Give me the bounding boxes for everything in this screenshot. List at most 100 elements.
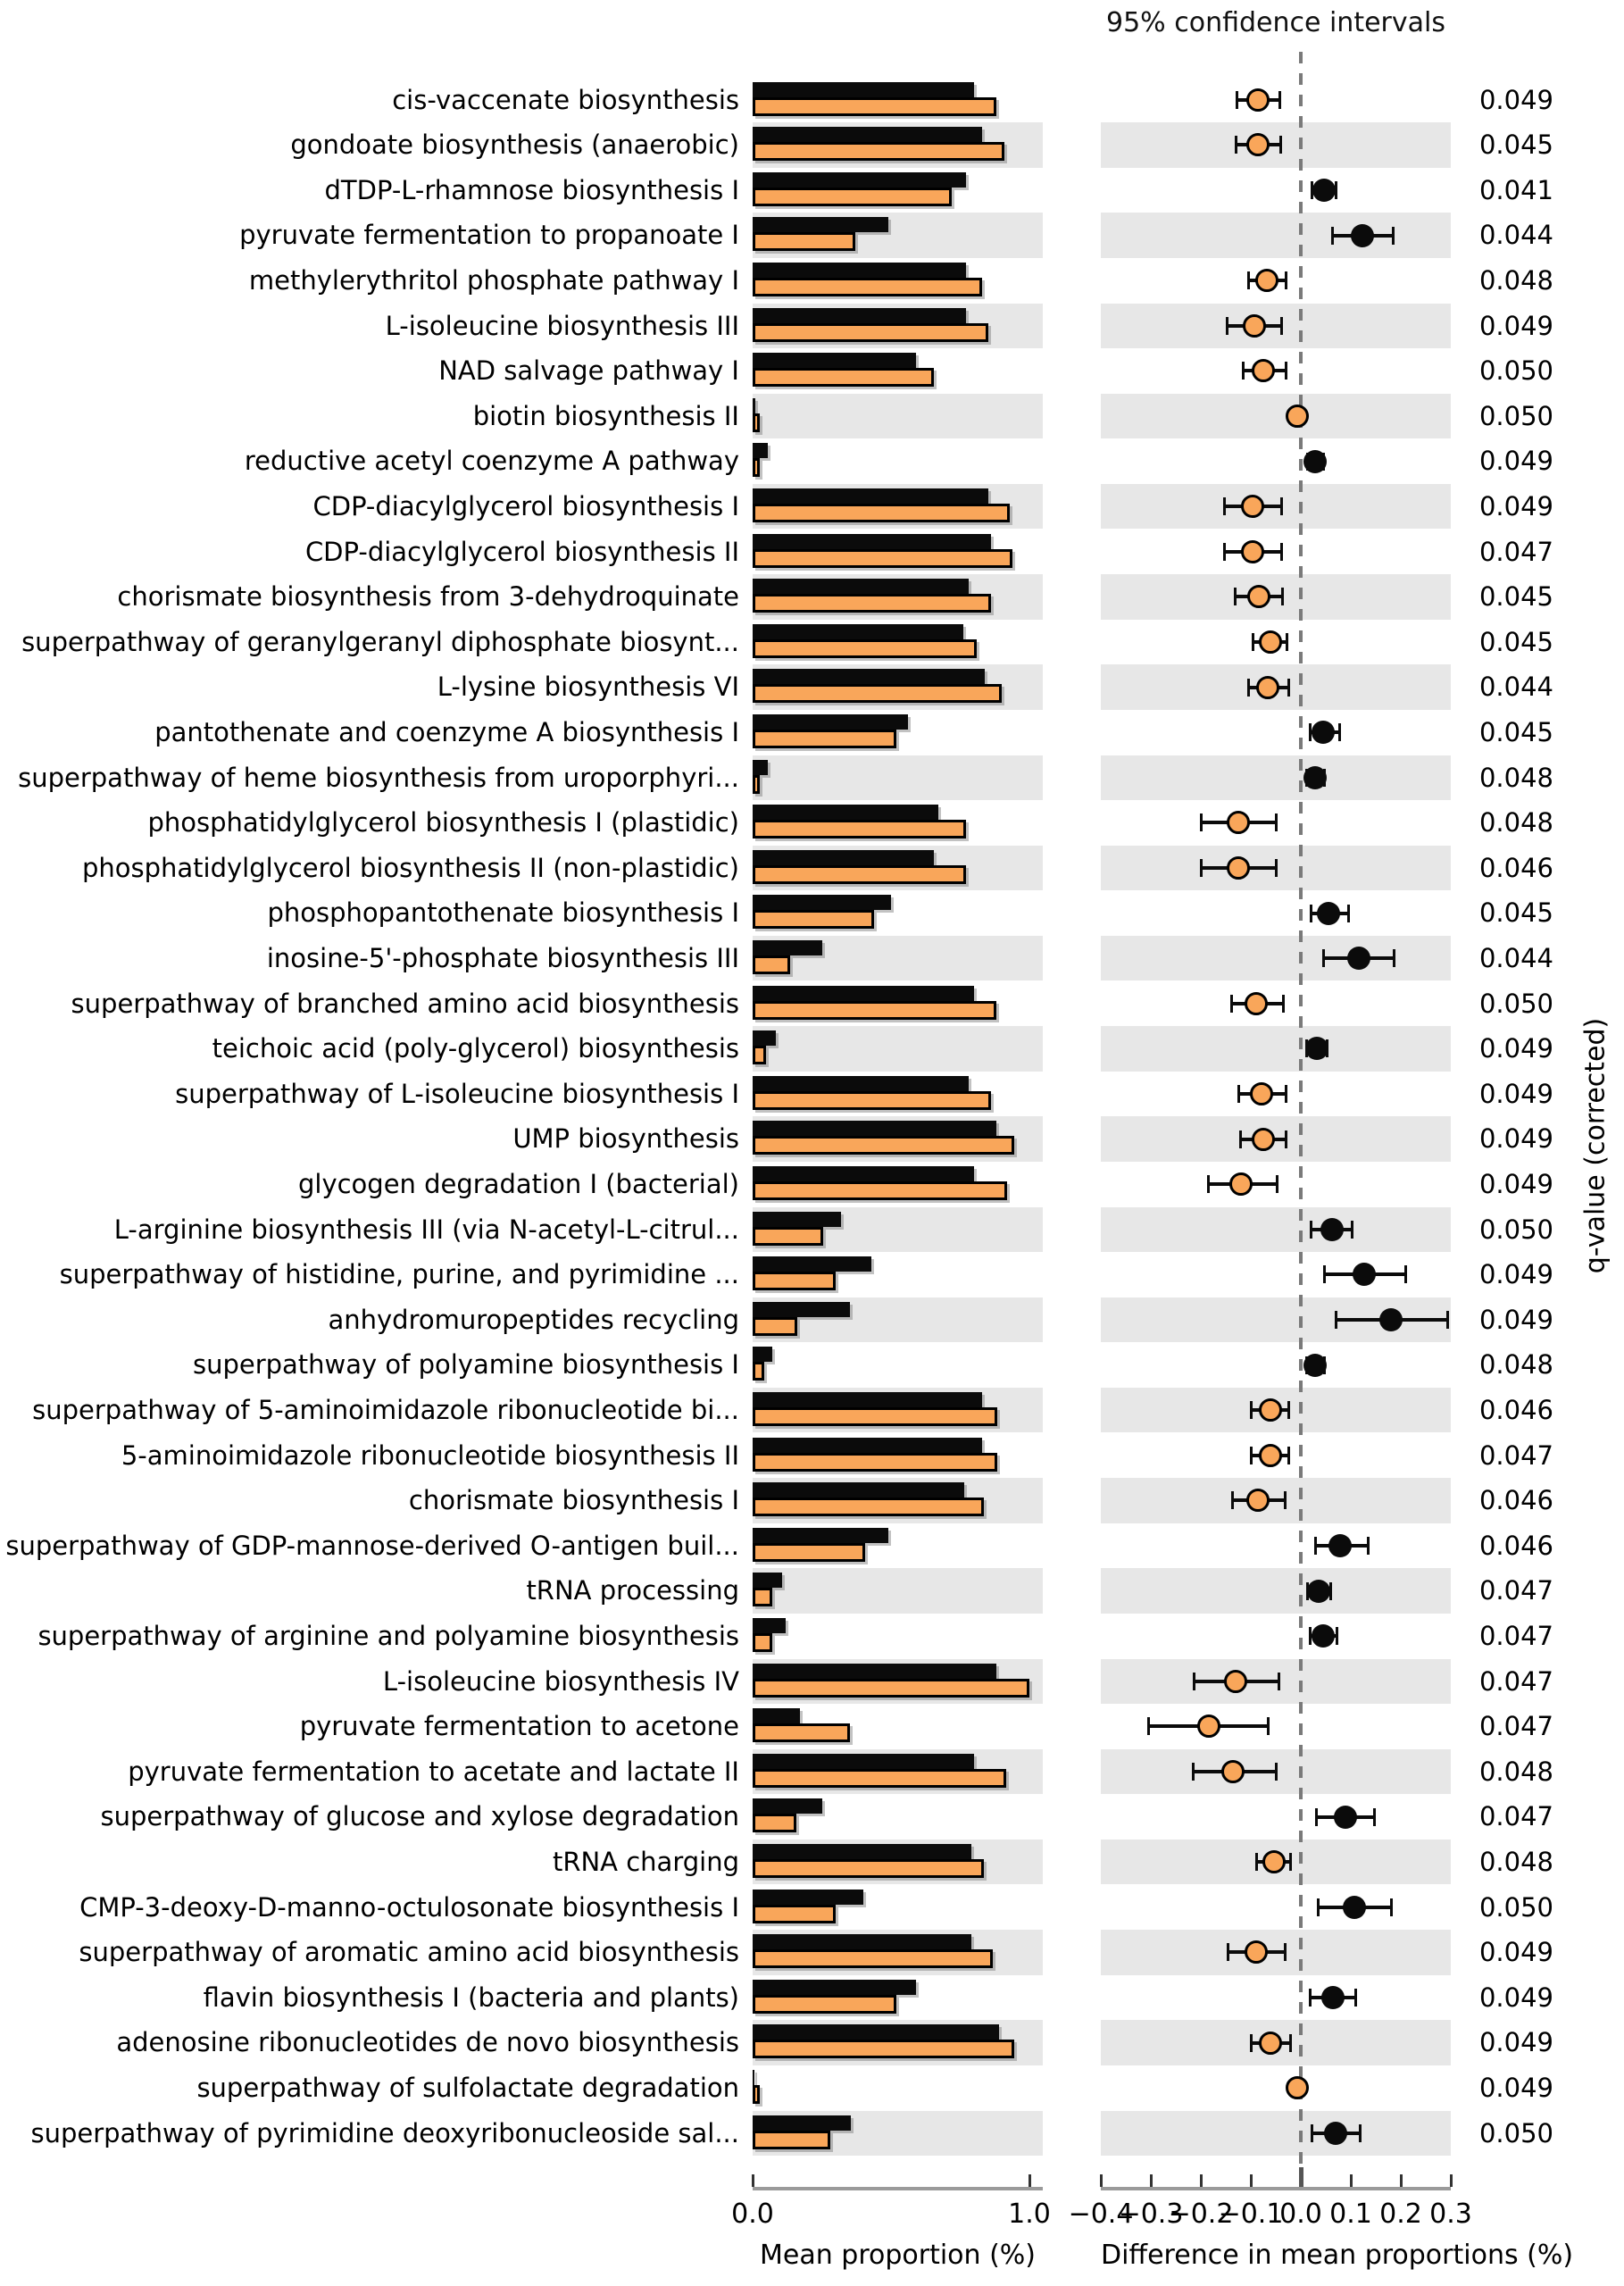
q-value: 0.045 xyxy=(1478,897,1553,929)
pathway-row: superpathway of GDP-mannose-derived O-an… xyxy=(0,1523,1624,1569)
pathway-row: UMP biosynthesis 0.049 xyxy=(0,1116,1624,1162)
ci-panel-row-background xyxy=(1101,1206,1451,1253)
difference-dot xyxy=(1303,765,1328,789)
pathway-row: teichoic acid (poly-glycerol) biosynthes… xyxy=(0,1026,1624,1072)
confidence-interval-cap-high xyxy=(1366,1536,1370,1555)
q-value: 0.046 xyxy=(1478,1394,1553,1425)
difference-dot xyxy=(1241,495,1265,519)
mean-proportion-bar-group2 xyxy=(753,1181,1008,1200)
difference-dot xyxy=(1252,359,1275,383)
confidence-interval-cap-high xyxy=(1274,813,1278,832)
pathway-label: pyruvate fermentation to acetone xyxy=(299,1711,739,1742)
pathway-label: superpathway of 5-aminoimidazole ribonuc… xyxy=(32,1394,739,1425)
confidence-interval-cap-low xyxy=(1246,271,1250,290)
mean-proportion-bar-group2 xyxy=(753,2130,830,2149)
bar-panel-row-background xyxy=(753,1614,1043,1659)
mean-proportion-bar-group1 xyxy=(753,669,986,685)
difference-tick-label: −0.1 xyxy=(1218,2198,1284,2230)
pathway-row: superpathway of heme biosynthesis from u… xyxy=(0,755,1624,801)
difference-dot xyxy=(1246,88,1270,112)
mean-proportion-bar-group2 xyxy=(753,1814,796,1833)
mean-proportion-tick-label: 0.0 xyxy=(731,2198,774,2230)
difference-dot xyxy=(1312,178,1336,202)
mean-proportion-bar-group2 xyxy=(753,1949,994,1969)
pathway-label: superpathway of geranylgeranyl diphospha… xyxy=(21,626,739,657)
difference-dot xyxy=(1227,811,1250,835)
mean-proportion-bar-group2 xyxy=(753,1768,1007,1788)
confidence-interval-cap-high xyxy=(1393,949,1396,968)
confidence-interval-cap-high xyxy=(1283,1943,1287,1962)
mean-proportion-bar-group2 xyxy=(753,1588,773,1607)
pathway-row: pantothenate and coenzyme A biosynthesis… xyxy=(0,710,1624,755)
mean-proportion-bar-group2 xyxy=(753,1136,1014,1156)
confidence-interval-cap-high xyxy=(1353,1988,1357,2007)
difference-dot xyxy=(1311,1624,1335,1648)
mean-proportion-bar-group2 xyxy=(753,1678,1029,1698)
difference-dot xyxy=(1317,901,1341,925)
difference-dot xyxy=(1320,1217,1344,1241)
mean-proportion-bar-group1 xyxy=(753,1165,974,1181)
pathway-row: superpathway of polyamine biosynthesis I… xyxy=(0,1342,1624,1388)
confidence-interval-cap-low xyxy=(1323,1265,1327,1284)
confidence-interval-cap-high xyxy=(1337,723,1341,742)
mean-proportion-bar-group1 xyxy=(753,1347,773,1363)
confidence-interval-cap-low xyxy=(1227,1943,1230,1962)
mean-proportion-bar-group2 xyxy=(753,1994,897,2014)
q-value: 0.048 xyxy=(1478,1349,1553,1381)
difference-dot xyxy=(1256,675,1280,699)
difference-dot xyxy=(1252,1127,1275,1151)
difference-tick-label: 0.1 xyxy=(1329,2198,1372,2230)
pathway-label: gondoate biosynthesis (anaerobic) xyxy=(290,129,739,161)
mean-proportion-bar-group1 xyxy=(753,217,888,233)
bar-panel-row-background xyxy=(753,438,1043,484)
confidence-interval-cap-high xyxy=(1284,362,1287,380)
pathway-label: UMP biosynthesis xyxy=(512,1123,739,1155)
difference-tick-label: −0.3 xyxy=(1118,2198,1184,2230)
pathway-row: pyruvate fermentation to acetate and lac… xyxy=(0,1748,1624,1795)
mean-proportion-bar-group1 xyxy=(753,443,769,459)
mean-proportion-bar-group1 xyxy=(753,759,769,775)
ci-panel-row-background xyxy=(1101,890,1451,936)
pathway-row: anhydromuropeptides recycling 0.049 xyxy=(0,1297,1624,1343)
mean-proportion-bar-group1 xyxy=(753,1121,996,1137)
pathway-label: phosphatidylglycerol biosynthesis I (pla… xyxy=(147,807,740,838)
q-value: 0.045 xyxy=(1478,716,1553,747)
pathway-label: L-isoleucine biosynthesis IV xyxy=(382,1665,739,1697)
confidence-interval-cap-low xyxy=(1233,588,1237,606)
difference-dot xyxy=(1246,133,1270,157)
confidence-interval-cap-low xyxy=(1192,1672,1195,1690)
mean-proportion-bar-group2 xyxy=(753,1723,850,1743)
confidence-interval-cap-low xyxy=(1191,1762,1195,1781)
bar-panel-row-background xyxy=(753,1026,1043,1072)
pathway-label: teichoic acid (poly-glycerol) biosynthes… xyxy=(212,1033,739,1064)
ci-panel-row-background xyxy=(1101,1885,1451,1931)
difference-dot xyxy=(1303,1353,1327,1377)
pathway-label: NAD salvage pathway I xyxy=(438,355,739,387)
pathway-label: flavin biosynthesis I (bacteria and plan… xyxy=(203,1981,739,2013)
confidence-interval-cap-low xyxy=(1316,1898,1320,1916)
confidence-interval-cap-low xyxy=(1199,858,1203,877)
ci-panel-row-background xyxy=(1101,755,1451,801)
mean-proportion-bar-group2 xyxy=(753,774,761,794)
difference-dot xyxy=(1250,1081,1274,1105)
pathway-label: CDP-diacylglycerol biosynthesis I xyxy=(312,490,739,521)
bar-panel-row-background xyxy=(753,393,1043,439)
q-value: 0.048 xyxy=(1478,264,1553,296)
difference-dot xyxy=(1221,1759,1245,1783)
mean-proportion-bar-group2 xyxy=(753,1226,824,1246)
confidence-interval-cap-high xyxy=(1287,1401,1290,1420)
difference-dot xyxy=(1254,269,1278,293)
q-value: 0.049 xyxy=(1478,1123,1553,1155)
ci-panel-row-background xyxy=(1101,2065,1451,2111)
pathway-row: cis-vaccenate biosynthesis 0.049 xyxy=(0,78,1624,123)
confidence-interval-cap-low xyxy=(1237,1084,1240,1103)
difference-dot xyxy=(1353,1263,1377,1287)
mean-proportion-bar-group2 xyxy=(753,548,1013,568)
pathway-label: adenosine ribonucleotides de novo biosyn… xyxy=(116,2027,739,2058)
mean-proportion-tick xyxy=(751,2174,754,2187)
pathway-label: chorismate biosynthesis I xyxy=(408,1485,739,1516)
confidence-interval-cap-high xyxy=(1280,316,1284,335)
pathway-row: phosphopantothenate biosynthesis I 0.045 xyxy=(0,890,1624,936)
confidence-interval-cap-high xyxy=(1446,1310,1450,1329)
